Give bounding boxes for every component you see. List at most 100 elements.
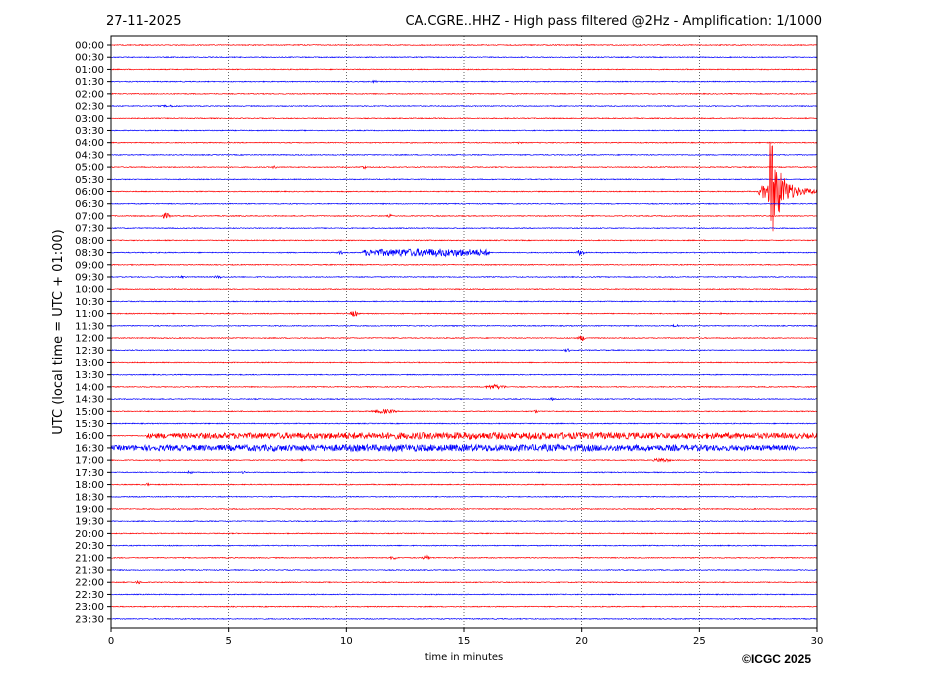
trace-line — [110, 579, 818, 585]
trace-line — [110, 544, 818, 547]
trace-group — [110, 43, 818, 620]
y-tick-label: 13:00 — [75, 358, 104, 369]
trace-line — [110, 617, 818, 620]
trace-line — [110, 274, 818, 280]
x-tick-label: 0 — [108, 636, 114, 647]
trace-line — [110, 520, 818, 523]
y-tick-label: 08:00 — [75, 236, 104, 247]
x-tick-label: 15 — [458, 636, 471, 647]
trace-line — [110, 263, 818, 266]
trace-line — [110, 605, 818, 608]
trace-line — [110, 593, 818, 596]
x-axis-label: time in minutes — [425, 652, 504, 663]
trace-line — [110, 141, 817, 145]
y-tick-label: 20:30 — [75, 541, 104, 552]
y-tick-label: 12:30 — [75, 346, 104, 357]
y-tick-label: 04:30 — [75, 150, 104, 161]
y-tick-label: 10:00 — [75, 285, 104, 296]
y-tick-label: 22:00 — [75, 578, 104, 589]
y-tick-label: 04:00 — [75, 138, 104, 149]
y-tick-label: 14:00 — [75, 382, 104, 393]
trace-line — [110, 56, 818, 59]
plot-frame — [110, 35, 818, 629]
trace-line — [110, 202, 818, 205]
y-tick-label: 17:30 — [75, 468, 104, 479]
y-tick-label: 07:30 — [75, 224, 104, 235]
y-tick-label: 19:00 — [75, 504, 104, 515]
trace-line — [110, 92, 818, 95]
trace-line — [110, 239, 818, 242]
trace-line — [110, 79, 818, 85]
x-tick-label: 20 — [575, 636, 588, 647]
y-tick-label: 01:00 — [75, 65, 104, 76]
trace-line — [110, 104, 818, 108]
y-tick-label: 06:00 — [75, 187, 104, 198]
y-tick-label: 03:00 — [75, 114, 104, 125]
trace-line — [110, 335, 818, 342]
y-tick-label: 21:00 — [75, 553, 104, 564]
y-tick-label: 13:30 — [75, 370, 104, 381]
vertical-grid — [228, 36, 700, 628]
y-tick-label: 14:30 — [75, 395, 104, 406]
trace-line — [110, 554, 818, 561]
chart-title: CA.CGRE..HHZ - High pass filtered @2Hz -… — [405, 14, 822, 29]
y-tick-label: 00:30 — [75, 53, 104, 64]
y-tick-label: 19:30 — [75, 517, 104, 528]
x-tick-label: 5 — [225, 636, 231, 647]
trace-line — [110, 373, 818, 376]
y-tick-label: 16:00 — [75, 431, 104, 442]
y-tick-label: 11:30 — [75, 321, 104, 332]
trace-line — [110, 288, 818, 291]
trace-line — [110, 457, 818, 463]
trace-line — [110, 495, 818, 498]
y-tick-label: 09:00 — [75, 260, 104, 271]
y-tick-label: 17:00 — [75, 456, 104, 467]
trace-line — [110, 507, 818, 511]
y-tick-label: 12:00 — [75, 334, 104, 345]
trace-line — [110, 178, 818, 181]
trace-line — [110, 300, 818, 303]
y-tick-label: 15:30 — [75, 419, 104, 430]
x-tick-label: 25 — [693, 636, 706, 647]
trace-line — [110, 227, 818, 230]
y-axis-label: UTC (local time = UTC + 01:00) — [51, 229, 66, 434]
trace-line — [110, 422, 818, 425]
y-tick-label: 05:30 — [75, 175, 104, 186]
trace-line — [110, 310, 818, 317]
x-ticks: 0 5 10 15 20 25 30 — [108, 628, 823, 647]
y-tick-label: 23:00 — [75, 602, 104, 613]
y-tick-label: 08:30 — [75, 248, 104, 259]
y-tick-label: 20:00 — [75, 529, 104, 540]
trace-line — [110, 348, 818, 353]
trace-line — [110, 323, 818, 328]
y-tick-label: 07:00 — [75, 211, 104, 222]
copyright-label: ©ICGC 2025 — [742, 652, 811, 666]
y-tick-label: 22:30 — [75, 590, 104, 601]
trace-line — [110, 117, 818, 120]
y-tick-label: 02:00 — [75, 89, 104, 100]
y-tick-label: 03:30 — [75, 126, 104, 137]
x-tick-label: 10 — [340, 636, 353, 647]
y-tick-label: 09:30 — [75, 272, 104, 283]
y-tick-label: 00:00 — [75, 41, 104, 52]
trace-line — [110, 153, 818, 156]
trace-line — [110, 141, 818, 232]
y-tick-label: 15:00 — [75, 407, 104, 418]
y-tick-label: 02:30 — [75, 102, 104, 113]
trace-line — [110, 43, 818, 47]
trace-line — [110, 482, 818, 487]
y-tick-label: 01:30 — [75, 77, 104, 88]
trace-line — [110, 443, 818, 453]
y-tick-label: 18:30 — [75, 492, 104, 503]
y-tick-label: 23:30 — [75, 614, 104, 625]
y-tick-label: 06:30 — [75, 199, 104, 210]
trace-line — [110, 383, 818, 390]
trace-line — [110, 396, 818, 402]
trace-line — [110, 165, 818, 170]
y-tick-label: 18:00 — [75, 480, 104, 491]
y-tick-label: 10:30 — [75, 297, 104, 308]
y-tick-label: 16:30 — [75, 443, 104, 454]
trace-line — [110, 568, 818, 572]
